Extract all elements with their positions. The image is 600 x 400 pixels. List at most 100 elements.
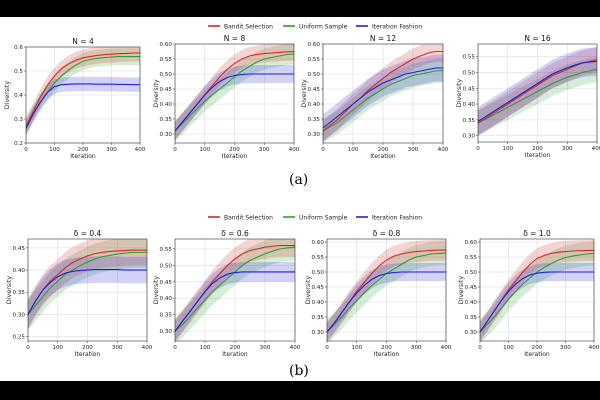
y-tick-label: 0.50	[160, 263, 173, 269]
y-tick-label: 0.60	[465, 240, 478, 246]
data-layer	[175, 44, 294, 142]
y-tick-label: 0.5	[14, 69, 23, 75]
chart-title: N = 8	[224, 34, 246, 43]
chart-title: δ = 0.8	[373, 229, 401, 238]
data-layer	[175, 239, 295, 341]
y-tick-label: 0.45	[160, 87, 173, 93]
x-tick-label: 100	[351, 345, 362, 351]
y-tick-label: 0.40	[160, 102, 173, 108]
y-tick-label: 0.30	[160, 132, 173, 138]
x-tick-label: 200	[78, 147, 89, 153]
confidence-band-iteration-fashion	[327, 263, 446, 341]
y-axis-label: Diversity	[457, 276, 465, 305]
x-tick-label: 100	[200, 345, 211, 351]
y-tick-label: 0.3	[14, 117, 23, 123]
y-tick-label: 0.40	[308, 102, 321, 108]
y-tick-label: 0.25	[13, 335, 26, 341]
chart-title: δ = 0.4	[74, 229, 102, 238]
x-tick-label: 200	[532, 146, 543, 152]
y-tick-label: 0.30	[13, 312, 26, 318]
y-tick-label: 0.45	[312, 285, 325, 291]
y-tick-label: 0.50	[160, 72, 173, 78]
confidence-band-bandit-selection	[28, 239, 147, 330]
x-axis-label: Iteration	[374, 351, 400, 358]
series-line-bandit-selection	[28, 249, 147, 315]
y-tick-label: 0.30	[312, 330, 325, 336]
chart-panel-5: 0 100 200 300 400 0.25 0.30 0.35 0.40 0.45 δ = 0.4…	[5, 229, 153, 358]
y-tick-label: 0.50	[308, 72, 321, 78]
x-axis-label: Iteration	[525, 152, 551, 159]
y-tick-label: 0.60	[160, 42, 173, 48]
x-tick-label: 100	[199, 147, 210, 153]
y-tick-label: 0.2	[14, 141, 23, 147]
series-line-iteration-fashion	[28, 269, 147, 315]
legend-label-b-0: Bandit Selection	[224, 215, 273, 222]
chart-panel-4: 0 100 200 300 400 0.30 0.35 0.40 0.45 0.50 0.55 N =…	[455, 34, 600, 159]
x-tick-label: 400	[289, 147, 300, 153]
top-letterbox	[0, 0, 600, 17]
y-tick-label: 0.35	[312, 315, 325, 321]
y-tick-label: 0.30	[308, 132, 321, 138]
series-line-iteration-fashion	[175, 73, 294, 132]
x-tick-label: 300	[260, 345, 271, 351]
y-tick-label: 0.45	[13, 246, 26, 252]
x-tick-label: 400	[135, 147, 146, 153]
x-tick-label: 400	[592, 146, 600, 152]
x-tick-label: 0	[476, 146, 480, 152]
series-line-uniform-sample	[175, 246, 295, 332]
x-tick-label: 0	[24, 147, 28, 153]
x-axis-label: Iteration	[222, 153, 248, 160]
x-tick-label: 200	[230, 345, 241, 351]
x-tick-label: 0	[478, 345, 482, 351]
caption-b: (b)	[289, 363, 309, 379]
data-layer	[478, 47, 597, 136]
x-tick-label: 0	[173, 345, 177, 351]
legend-label-b-1: Uniform Sample	[299, 215, 348, 222]
y-tick-label: 0.35	[463, 118, 476, 124]
series-line-uniform-sample	[480, 252, 594, 333]
chart-title: δ = 1.0	[523, 229, 551, 238]
series-line-uniform-sample	[478, 68, 597, 124]
chart-panel-2: 0 100 200 300 400 0.30 0.35 0.40 0.45 0.50 0.55 0.6…	[152, 34, 300, 160]
confidence-band-iteration-fashion	[480, 263, 594, 341]
y-tick-label: 0.60	[312, 240, 325, 246]
x-axis-label: Iteration	[222, 351, 248, 358]
x-axis-label: Iteration	[524, 351, 550, 358]
y-tick-label: 0.30	[160, 329, 173, 335]
y-tick-label: 0.45	[160, 280, 173, 286]
x-tick-label: 100	[348, 147, 359, 153]
series-line-iteration-fashion	[175, 271, 295, 332]
chart-panel-7: 0 100 200 300 400 0.30 0.35 0.40 0.45 0.50 0.55 0.6…	[304, 229, 452, 358]
y-tick-label: 0.55	[312, 255, 325, 261]
confidence-band-uniform-sample	[480, 241, 594, 341]
x-axis-label: Iteration	[370, 153, 396, 160]
y-tick-label: 0.45	[465, 285, 478, 291]
legend-label-a-0: Bandit Selection	[224, 24, 273, 31]
y-axis-label: Diversity	[152, 79, 160, 108]
x-tick-label: 200	[378, 147, 389, 153]
legend-label-a-2: Iteration Fashion	[372, 24, 422, 31]
legend-label-b-2: Iteration Fashion	[372, 215, 422, 222]
x-tick-label: 100	[502, 146, 513, 152]
figure-canvas: Bandit Selection Uniform Sample Iteration …	[0, 17, 600, 381]
x-tick-label: 200	[381, 345, 392, 351]
confidence-band-uniform-sample	[175, 239, 295, 341]
x-axis-label: Iteration	[70, 153, 96, 160]
y-axis-label: Diversity	[5, 276, 13, 305]
y-tick-label: 0.60	[308, 42, 321, 48]
y-tick-label: 0.55	[160, 247, 173, 253]
x-tick-label: 300	[562, 146, 573, 152]
x-tick-label: 400	[142, 345, 153, 351]
confidence-band-iteration-fashion	[26, 76, 140, 136]
series-line-iteration-fashion	[327, 271, 446, 333]
y-tick-label: 0.55	[465, 255, 478, 261]
x-tick-label: 300	[408, 147, 419, 153]
y-tick-label: 0.40	[463, 102, 476, 108]
y-tick-label: 0.45	[308, 87, 321, 93]
data-layer	[323, 44, 443, 143]
confidence-band-uniform-sample	[28, 239, 147, 330]
confidence-band-iteration-fashion	[175, 262, 295, 341]
series-line-bandit-selection	[323, 50, 443, 132]
y-tick-label: 0.55	[160, 57, 173, 63]
y-tick-label: 0.55	[463, 55, 476, 61]
